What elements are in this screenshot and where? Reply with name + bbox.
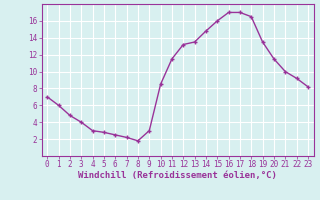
X-axis label: Windchill (Refroidissement éolien,°C): Windchill (Refroidissement éolien,°C) (78, 171, 277, 180)
